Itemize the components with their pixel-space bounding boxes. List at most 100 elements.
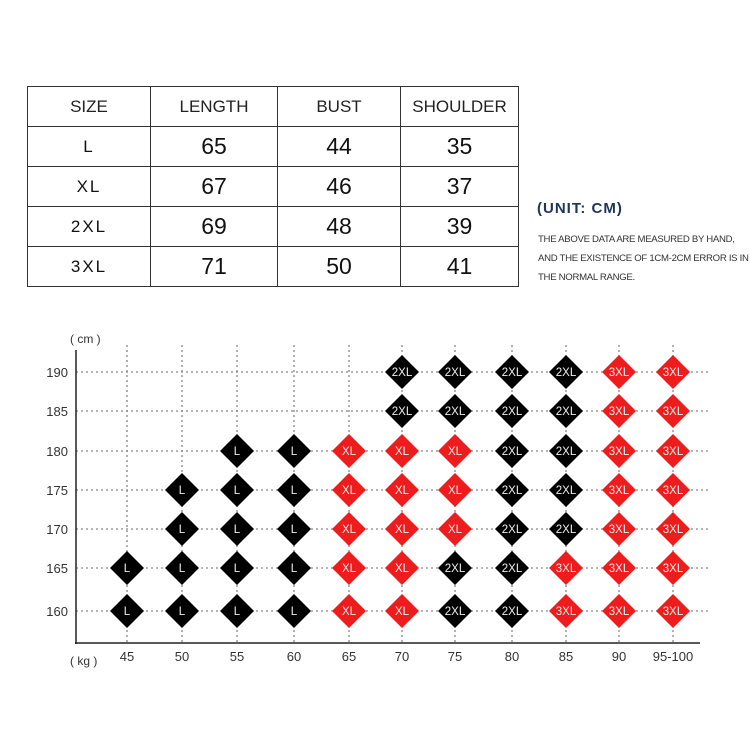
size-marker-label: 2XL <box>445 563 466 575</box>
size-marker-label: 3XL <box>609 367 630 379</box>
size-marker-l <box>165 512 199 546</box>
measurement-note: THE ABOVE DATA ARE MEASURED BY HAND, AND… <box>538 234 749 283</box>
size-marker-label: 3XL <box>609 563 630 575</box>
y-tick-label: 180 <box>46 444 68 459</box>
size-cell: XL <box>27 166 151 207</box>
size-marker-2xl <box>495 512 529 546</box>
x-axis-unit: ( kg ) <box>70 654 97 668</box>
size-marker-xl <box>385 434 419 468</box>
size-marker-xl <box>332 512 366 546</box>
size-marker-l <box>165 473 199 507</box>
size-marker-label: 3XL <box>609 485 630 497</box>
size-marker-label: L <box>291 606 298 618</box>
size-marker-label: 3XL <box>663 563 684 575</box>
length-cell: 71 <box>150 246 278 287</box>
table-header-row: SIZE LENGTH BUST SHOULDER <box>27 86 519 127</box>
table-row: L 65 44 35 <box>27 126 519 167</box>
size-marker-2xl <box>549 355 583 389</box>
size-marker-label: L <box>291 485 298 497</box>
size-marker-label: 3XL <box>663 524 684 536</box>
size-marker-label: L <box>291 524 298 536</box>
size-marker-label: XL <box>342 524 357 536</box>
x-tick-label: 85 <box>559 649 573 664</box>
size-marker-xl <box>438 473 472 507</box>
size-marker-label: 2XL <box>502 524 523 536</box>
size-marker-3xl <box>602 434 636 468</box>
size-marker-3xl <box>602 551 636 585</box>
x-tick-label: 50 <box>175 649 189 664</box>
header-length: LENGTH <box>150 86 278 127</box>
size-marker-2xl <box>495 551 529 585</box>
x-tick-label: 70 <box>395 649 409 664</box>
y-axis-unit: ( cm ) <box>70 332 101 346</box>
size-marker-label: 3XL <box>609 406 630 418</box>
size-marker-3xl <box>656 434 690 468</box>
size-marker-xl <box>332 434 366 468</box>
size-cell: 3XL <box>27 246 151 287</box>
size-marker-xl <box>332 473 366 507</box>
size-marker-label: 3XL <box>609 606 630 618</box>
size-marker-label: 2XL <box>502 563 523 575</box>
size-marker-l <box>220 594 254 628</box>
x-tick-label: 45 <box>120 649 134 664</box>
size-marker-label: L <box>234 446 241 458</box>
size-marker-label: XL <box>395 563 410 575</box>
size-cell: 2XL <box>27 206 151 247</box>
size-marker-xl <box>385 512 419 546</box>
size-marker-label: 3XL <box>609 446 630 458</box>
size-marker-3xl <box>602 394 636 428</box>
size-marker-l <box>220 434 254 468</box>
size-marker-label: 2XL <box>445 367 466 379</box>
x-tick-label: 60 <box>287 649 301 664</box>
length-cell: 69 <box>150 206 278 247</box>
size-marker-l <box>220 551 254 585</box>
size-marker-2xl <box>549 434 583 468</box>
size-marker-3xl <box>549 594 583 628</box>
table-row: 3XL 71 50 41 <box>27 246 519 287</box>
size-marker-2xl <box>438 594 472 628</box>
size-marker-label: 3XL <box>556 606 577 618</box>
size-marker-l <box>220 512 254 546</box>
size-marker-xl <box>438 434 472 468</box>
size-marker-2xl <box>385 394 419 428</box>
size-marker-2xl <box>385 355 419 389</box>
size-marker-3xl <box>602 512 636 546</box>
size-marker-label: L <box>179 606 186 618</box>
size-marker-2xl <box>438 355 472 389</box>
size-marker-2xl <box>549 512 583 546</box>
size-marker-label: 3XL <box>609 524 630 536</box>
size-marker-label: 2XL <box>392 406 413 418</box>
size-marker-label: 3XL <box>663 485 684 497</box>
size-marker-label: L <box>234 485 241 497</box>
size-marker-label: 2XL <box>502 367 523 379</box>
size-marker-xl <box>385 473 419 507</box>
size-marker-label: 3XL <box>663 367 684 379</box>
size-marker-label: XL <box>395 524 410 536</box>
size-marker-label: XL <box>342 606 357 618</box>
size-marker-2xl <box>495 594 529 628</box>
x-tick-label: 65 <box>342 649 356 664</box>
size-marker-l <box>110 594 144 628</box>
size-marker-label: XL <box>395 606 410 618</box>
size-marker-label: 2XL <box>556 446 577 458</box>
size-marker-3xl <box>656 355 690 389</box>
size-marker-l <box>277 434 311 468</box>
size-marker-label: L <box>179 524 186 536</box>
y-tick-label: 175 <box>46 483 68 498</box>
size-marker-3xl <box>549 551 583 585</box>
size-marker-3xl <box>656 473 690 507</box>
x-tick-label: 90 <box>612 649 626 664</box>
size-marker-3xl <box>602 594 636 628</box>
y-tick-label: 160 <box>46 604 68 619</box>
size-marker-label: L <box>291 563 298 575</box>
size-marker-label: L <box>124 563 131 575</box>
size-marker-2xl <box>495 355 529 389</box>
y-tick-label: 185 <box>46 404 68 419</box>
size-marker-xl <box>332 551 366 585</box>
length-cell: 67 <box>150 166 278 207</box>
bust-cell: 44 <box>277 126 401 167</box>
size-marker-3xl <box>602 473 636 507</box>
size-marker-label: 2XL <box>445 406 466 418</box>
x-tick-label: 95-100 <box>653 649 693 664</box>
